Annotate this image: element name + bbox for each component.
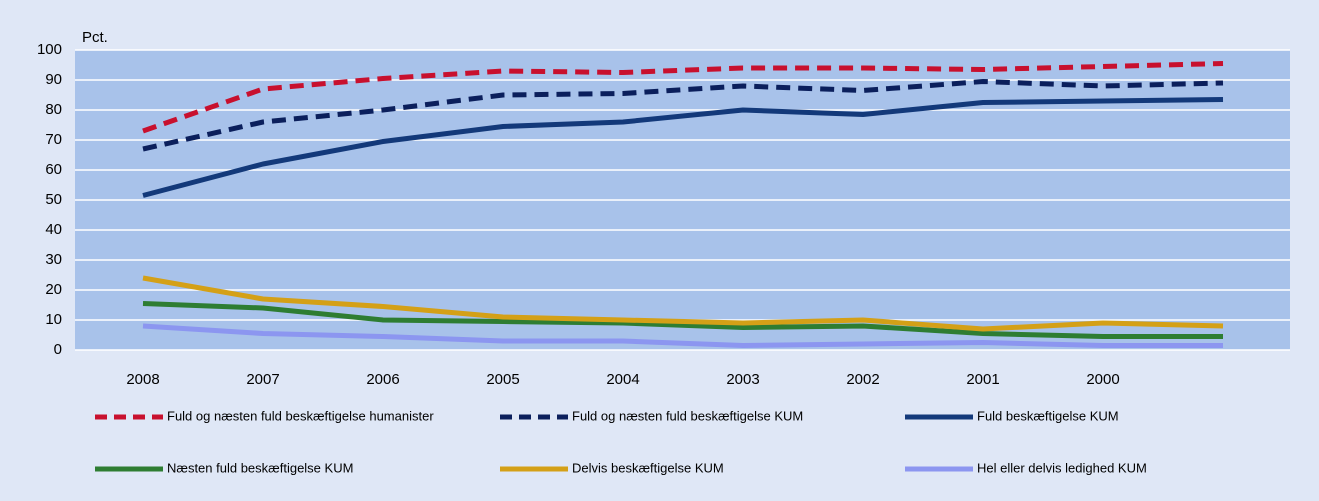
y-tick-label: 10	[45, 311, 62, 328]
y-axis-label: Pct.	[82, 29, 108, 46]
legend-label: Hel eller delvis ledighed KUM	[977, 460, 1147, 475]
y-tick-label: 80	[45, 101, 62, 118]
legend-label: Fuld og næsten fuld beskæftigelse humani…	[167, 408, 434, 423]
legend-label: Næsten fuld beskæftigelse KUM	[167, 460, 353, 475]
legend-label: Delvis beskæftigelse KUM	[572, 460, 724, 475]
y-tick-label: 20	[45, 281, 62, 298]
y-tick-label: 90	[45, 71, 62, 88]
x-tick-label: 2007	[246, 371, 279, 388]
y-tick-label: 100	[37, 41, 62, 58]
series-line	[142, 275, 1224, 332]
y-tick-label: 60	[45, 161, 62, 178]
x-tick-label: 2001	[966, 371, 999, 388]
x-tick-label: 2005	[486, 371, 519, 388]
x-tick-label: 2000	[1086, 371, 1119, 388]
legend-label: Fuld beskæftigelse KUM	[977, 408, 1119, 423]
x-tick-label: 2006	[366, 371, 399, 388]
x-tick-label: 2003	[726, 371, 759, 388]
x-tick-label: 2004	[606, 371, 639, 388]
y-tick-label: 40	[45, 221, 62, 238]
legend-label: Fuld og næsten fuld beskæftigelse KUM	[572, 408, 803, 423]
series-line	[142, 79, 1224, 152]
y-tick-label: 70	[45, 131, 62, 148]
series-line	[142, 323, 1223, 348]
y-tick-label: 0	[54, 341, 62, 358]
x-tick-label: 2008	[126, 371, 159, 388]
y-tick-label: 50	[45, 191, 62, 208]
series-line	[142, 97, 1224, 198]
series-line	[142, 61, 1224, 134]
y-tick-label: 30	[45, 251, 62, 268]
series-line	[142, 301, 1223, 339]
x-tick-label: 2002	[846, 371, 879, 388]
